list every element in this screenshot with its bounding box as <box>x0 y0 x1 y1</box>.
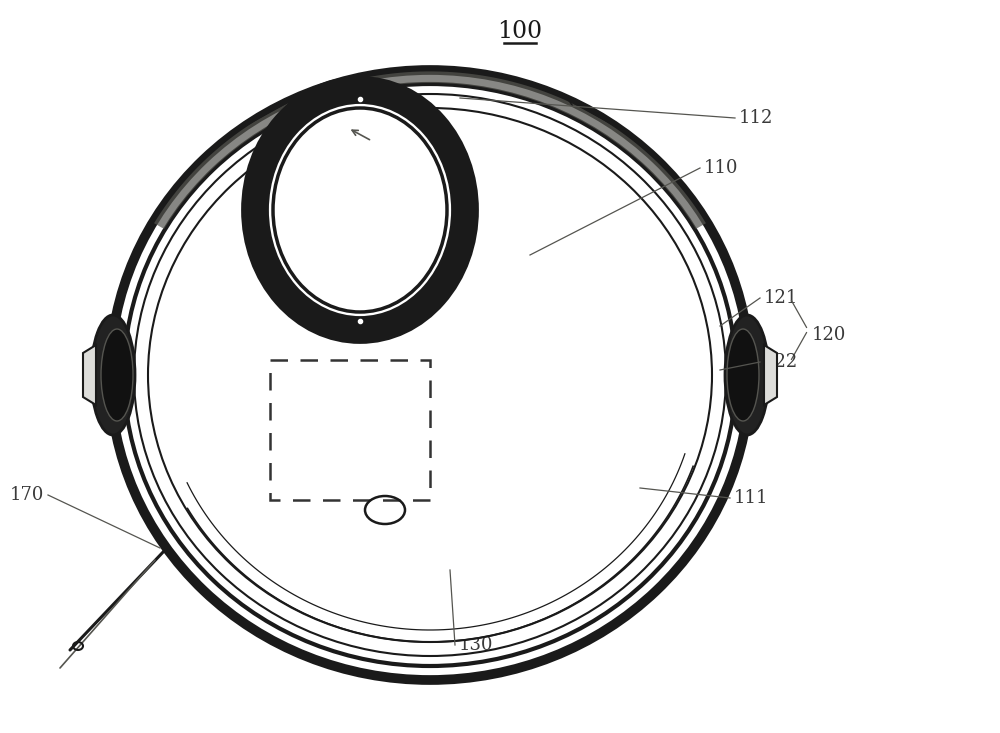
Polygon shape <box>153 70 707 229</box>
Bar <box>270 360 430 500</box>
Ellipse shape <box>148 108 712 642</box>
Ellipse shape <box>255 90 465 330</box>
Ellipse shape <box>101 329 133 421</box>
Text: 170: 170 <box>10 486 44 504</box>
Text: 130: 130 <box>459 636 494 654</box>
Ellipse shape <box>273 108 447 312</box>
Polygon shape <box>764 345 777 405</box>
Text: 112: 112 <box>739 109 773 127</box>
Text: 121: 121 <box>764 289 798 307</box>
Text: 122: 122 <box>764 353 798 371</box>
Text: 120: 120 <box>812 326 846 344</box>
Ellipse shape <box>727 329 759 421</box>
Text: 110: 110 <box>704 159 738 177</box>
Ellipse shape <box>110 70 750 680</box>
Ellipse shape <box>725 315 769 435</box>
Ellipse shape <box>124 84 736 666</box>
Ellipse shape <box>134 94 726 656</box>
Text: 100: 100 <box>497 21 543 43</box>
Ellipse shape <box>91 315 135 435</box>
Text: 111: 111 <box>734 489 768 507</box>
Polygon shape <box>83 345 96 405</box>
